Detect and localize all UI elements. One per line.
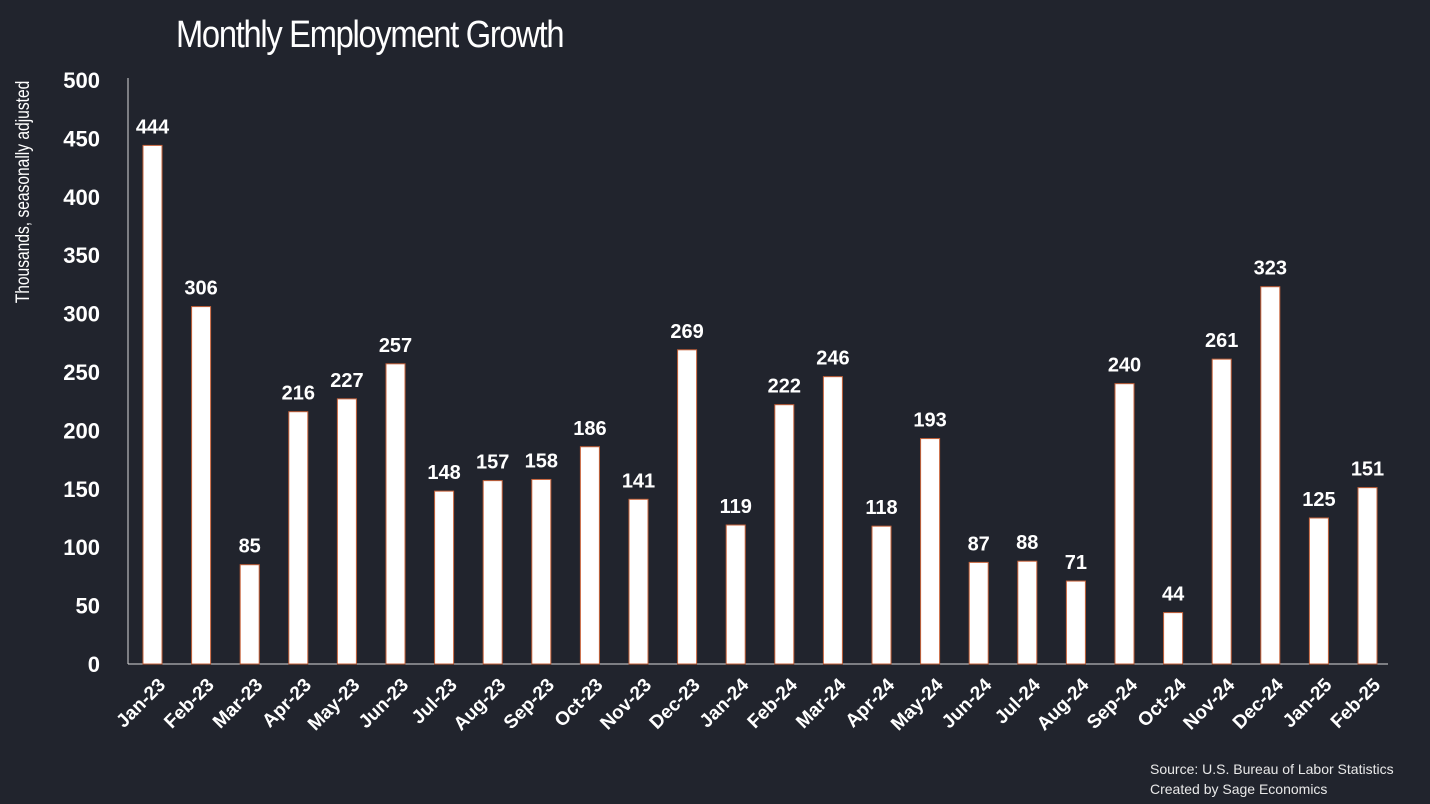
data-label: 119 — [720, 496, 752, 518]
data-label: 141 — [622, 470, 655, 492]
x-tick-label: Sep-23 — [500, 675, 559, 734]
data-label: 227 — [330, 370, 363, 392]
bar — [531, 478, 552, 665]
bar — [191, 306, 212, 665]
data-label: 71 — [1065, 552, 1087, 574]
bar — [677, 349, 698, 665]
data-label: 269 — [670, 321, 703, 343]
bar — [920, 438, 941, 665]
data-label: 88 — [1016, 532, 1038, 554]
data-label: 87 — [968, 533, 990, 555]
x-tick-label: Aug-24 — [1033, 674, 1094, 735]
y-tick-label: 350 — [63, 243, 100, 268]
x-tick-label: Jun-23 — [355, 675, 413, 733]
y-tick-label: 0 — [88, 652, 100, 677]
bar — [142, 144, 163, 665]
x-tick-label: Dec-24 — [1229, 674, 1288, 733]
data-label: 240 — [1108, 355, 1141, 377]
bar — [336, 398, 357, 665]
data-label: 222 — [768, 376, 801, 398]
x-tick-label: Jan-25 — [1279, 674, 1337, 732]
bar — [434, 490, 455, 665]
y-tick-label: 150 — [63, 477, 100, 502]
data-label: 125 — [1302, 489, 1335, 511]
bar — [1211, 358, 1232, 665]
bar — [968, 561, 989, 665]
data-label: 257 — [379, 335, 412, 357]
data-label: 323 — [1254, 258, 1287, 280]
bar — [1065, 580, 1086, 665]
y-tick-label: 500 — [63, 68, 100, 93]
x-tick-label: Jan-23 — [113, 675, 170, 732]
x-tick-label: May-24 — [887, 674, 948, 735]
x-tick-label: Feb-25 — [1327, 674, 1385, 732]
bar — [1114, 383, 1135, 665]
bar — [628, 498, 649, 665]
source-note: Source: U.S. Bureau of Labor Statistics — [1150, 761, 1394, 777]
bar — [288, 411, 309, 665]
data-label: 193 — [913, 410, 946, 432]
x-tick-label: Feb-23 — [160, 675, 218, 733]
data-label: 118 — [865, 497, 897, 519]
x-tick-label: Jun-24 — [938, 674, 996, 732]
data-label: 186 — [573, 418, 606, 440]
data-label: 246 — [816, 348, 849, 370]
x-tick-label: Mar-23 — [209, 675, 267, 733]
y-tick-label: 300 — [63, 302, 100, 327]
bar — [871, 525, 892, 665]
data-label: 85 — [239, 536, 261, 558]
bar — [725, 524, 746, 665]
chart-title: Monthly Employment Growth — [176, 14, 565, 56]
bar — [1017, 560, 1038, 665]
data-label: 444 — [136, 116, 170, 138]
y-tick-label: 50 — [76, 594, 100, 619]
data-label: 157 — [476, 452, 509, 474]
bar — [579, 446, 600, 665]
bar — [1308, 517, 1329, 665]
bar — [482, 480, 503, 665]
bar — [822, 376, 843, 665]
x-tick-label: Dec-23 — [646, 675, 705, 734]
data-label: 306 — [184, 278, 217, 300]
x-tick-label: Aug-23 — [450, 675, 510, 735]
credit-note: Created by Sage Economics — [1150, 781, 1328, 797]
y-tick-label: 100 — [63, 535, 100, 560]
bar — [1163, 612, 1184, 665]
data-label: 151 — [1351, 459, 1384, 481]
x-tick-label: Nov-23 — [596, 675, 656, 735]
x-tick-label: Jan-24 — [696, 674, 754, 732]
x-tick-label: May-23 — [304, 675, 364, 735]
x-tick-label: Nov-24 — [1180, 674, 1240, 734]
bar — [239, 564, 260, 665]
y-tick-label: 400 — [63, 185, 100, 210]
bar — [385, 363, 406, 665]
data-label: 261 — [1205, 330, 1238, 352]
data-label: 148 — [427, 462, 460, 484]
y-tick-label: 200 — [63, 418, 100, 443]
bar — [774, 404, 795, 665]
x-tick-label: Sep-24 — [1083, 674, 1142, 733]
bar — [1357, 487, 1378, 665]
y-tick-label: 450 — [63, 126, 100, 151]
x-tick-label: Feb-24 — [744, 674, 802, 732]
data-label: 158 — [525, 450, 558, 472]
data-label: 216 — [282, 383, 315, 405]
x-tick-label: Mar-24 — [792, 674, 850, 732]
y-tick-label: 250 — [63, 360, 100, 385]
bar — [1260, 286, 1281, 665]
data-label: 44 — [1162, 584, 1185, 606]
